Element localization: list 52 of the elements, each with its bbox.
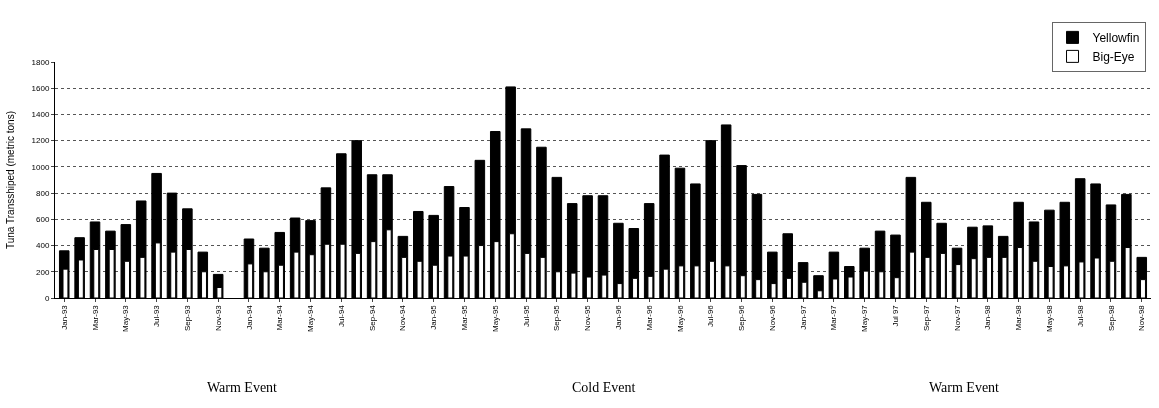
y-tick-label: 0 <box>44 293 50 303</box>
y-tick-label: 1000 <box>31 162 50 172</box>
x-tick-label: Mar-98 <box>1014 304 1024 331</box>
y-axis-title: Tuna Transshiped (metric tons) <box>4 110 16 250</box>
x-tick-label: Sep-96 <box>737 304 747 331</box>
x-tick-label: Jul-95 <box>521 304 531 327</box>
x-tick-label: Nov-94 <box>398 304 408 331</box>
y-tick-label: 600 <box>36 215 50 225</box>
x-tick-label: May-97 <box>860 304 870 332</box>
x-tick-label: Sep-97 <box>921 304 931 331</box>
x-tick-label: Nov-93 <box>213 304 223 331</box>
x-tick-label: Nov-97 <box>952 304 962 331</box>
x-tick-label: May-93 <box>121 304 131 332</box>
x-tick-label: Jan-95 <box>429 304 439 330</box>
x-tick-label: Nov-98 <box>1137 304 1147 331</box>
y-tick-label: 1800 <box>31 57 50 67</box>
x-tick-label: Sep-98 <box>1106 304 1116 331</box>
x-tick-label: Jan-93 <box>59 304 69 330</box>
y-tick-label: 800 <box>36 188 50 198</box>
x-tick-label: Jan-94 <box>244 304 254 330</box>
legend-label: Big-Eye <box>1092 50 1135 65</box>
x-tick-label: May-98 <box>1045 304 1054 332</box>
x-tick-label: Jul-96 <box>706 304 716 327</box>
x-tick-label: Mar-93 <box>90 304 100 331</box>
x-tick-label: May-95 <box>490 304 500 332</box>
x-tick-label: Sep-95 <box>552 304 562 331</box>
x-tick-label: Nov-96 <box>767 304 777 331</box>
x-tick-label: Mar-95 <box>460 304 470 331</box>
x-tick-label: Mar-94 <box>275 304 285 331</box>
x-tick-label: Jul 97 <box>891 304 901 327</box>
x-tick-label: Jul-93 <box>152 304 162 327</box>
x-tick-label: Jul-98 <box>1075 304 1085 327</box>
text: Warm Event <box>929 380 1000 395</box>
y-tick-label: 1600 <box>31 84 50 94</box>
x-tick-label: Sep-93 <box>182 304 192 331</box>
x-tick-label: Mar-97 <box>829 304 839 331</box>
x-tick-label: Jan-97 <box>798 304 808 330</box>
legend-label: Yellowfin <box>1092 31 1140 46</box>
text: Warm Event <box>207 380 278 395</box>
y-tick-label: 200 <box>36 267 50 277</box>
y-tick-label: 400 <box>36 241 50 251</box>
x-tick-label: Jul-94 <box>336 304 346 327</box>
y-tick-label: 1200 <box>31 136 50 146</box>
x-tick-label: May-94 <box>306 304 316 332</box>
x-tick-label: Jan-96 <box>613 304 623 330</box>
x-tick-label: May-96 <box>675 304 685 332</box>
x-tick-label: Sep-94 <box>367 304 377 331</box>
x-tick-label: Jan-98 <box>983 304 993 330</box>
y-tick-label: 1400 <box>31 110 50 120</box>
text: Cold Event <box>572 380 636 395</box>
x-tick-label: Mar-96 <box>644 304 654 331</box>
x-tick-label: Nov-95 <box>583 304 593 331</box>
